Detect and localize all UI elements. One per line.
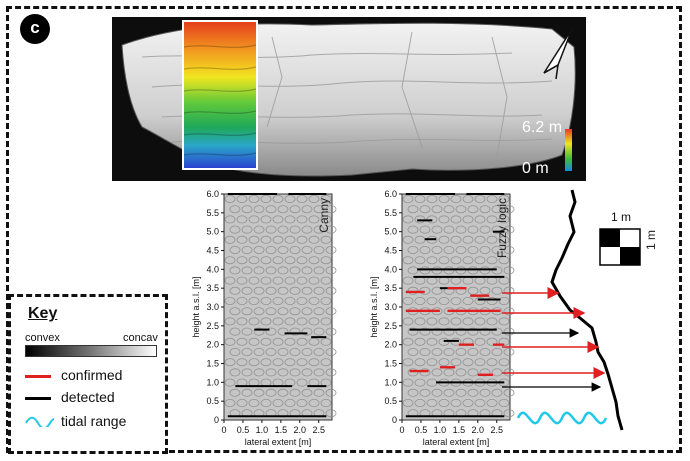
key-title: Key xyxy=(28,305,58,322)
y-axis-label: height a.s.l. [m] xyxy=(191,276,201,337)
gradient-left-label: convex xyxy=(25,332,60,344)
x-tick-label: 2.0 xyxy=(294,425,307,435)
y-tick-label: 0 xyxy=(214,415,219,425)
y-tick-label: 5.0 xyxy=(384,227,397,237)
y-axis-label: height a.s.l. [m] xyxy=(369,276,379,337)
scale-min-label: 0 m xyxy=(522,160,549,177)
x-tick-label: 1.5 xyxy=(453,425,466,435)
chart-title: Canny xyxy=(317,198,331,233)
key-item-confirmed: confirmed xyxy=(61,367,123,383)
y-tick-label: 4.0 xyxy=(384,264,397,274)
x-tick-label: 1.0 xyxy=(256,425,269,435)
cliff-3d-rendering: 6.2 m 0 m xyxy=(112,17,586,181)
colour-height-overlay xyxy=(182,20,258,170)
x-tick-label: 1.0 xyxy=(434,425,447,435)
scale-label-horizontal: 1 m xyxy=(611,210,632,224)
scale-checkerboard xyxy=(598,225,648,275)
y-tick-label: 5.5 xyxy=(206,208,219,218)
chart-canny: 0 0.5 1.0 1.5 2.0 2.5 3.0 3.5 4.0 4.5 5.0 5.5 6.0 0 0.… xyxy=(190,188,340,450)
y-tick-label: 4.0 xyxy=(206,264,219,274)
confirmed-swatch xyxy=(25,375,51,378)
y-tick-label: 0.5 xyxy=(206,396,219,406)
x-axis-label: lateral extent [m] xyxy=(423,437,490,447)
key-item-tidal-range: tidal range xyxy=(61,413,127,429)
height-colour-bar xyxy=(565,129,572,171)
plot-background xyxy=(223,193,333,421)
y-tick-label: 3.0 xyxy=(206,302,219,312)
y-tick-label: 6.0 xyxy=(206,189,219,199)
y-tick-label: 5.0 xyxy=(206,227,219,237)
key-legend: Key convex concav confirmed detected tid… xyxy=(8,294,168,454)
y-tick-label: 0.5 xyxy=(384,396,397,406)
y-tick-label: 1.5 xyxy=(384,359,397,369)
y-tick-label: 0 xyxy=(392,415,397,425)
gradient-right-label: concav xyxy=(123,332,158,344)
chart-canny-plot: 0 0.5 1.0 1.5 2.0 2.5 3.0 3.5 4.0 4.5 5.0 5.5 6.0 0 0.… xyxy=(191,189,337,447)
y-tick-label: 6.0 xyxy=(384,189,397,199)
curvature-gradient-bar xyxy=(25,345,157,357)
y-tick-label: 3.5 xyxy=(206,283,219,293)
arrows-group xyxy=(502,287,606,392)
north-arrow-icon xyxy=(543,28,573,80)
y-tick-label: 1.0 xyxy=(384,377,397,387)
chart-title: Fuzzy logic xyxy=(495,198,509,258)
chart-fuzzy-logic: 0 0.5 1.0 1.5 2.0 2.5 3.0 3.5 4.0 4.5 5.0 5.5 6.0 0 0.… xyxy=(368,188,518,450)
y-tick-label: 4.5 xyxy=(384,246,397,256)
y-tick-label: 1.0 xyxy=(206,377,219,387)
panel-label-badge: c xyxy=(20,14,50,44)
x-tick-label: 0 xyxy=(399,425,404,435)
detected-swatch xyxy=(25,397,51,400)
tidal-range-swatch xyxy=(25,416,55,427)
texture-pattern xyxy=(402,195,515,418)
x-tick-label: 2.5 xyxy=(312,425,325,435)
x-tick-label: 0 xyxy=(221,425,226,435)
chart-fuzzy-logic-plot: 0 0.5 1.0 1.5 2.0 2.5 3.0 3.5 4.0 4.5 5.0 5.5 6.0 0 0.… xyxy=(369,189,515,447)
x-tick-label: 0.5 xyxy=(237,425,250,435)
scale-max-label: 6.2 m xyxy=(522,119,563,136)
figure-frame xyxy=(6,6,682,453)
scale-label-vertical: 1 m xyxy=(644,229,658,250)
y-tick-label: 3.5 xyxy=(384,283,397,293)
y-tick-label: 2.5 xyxy=(206,321,219,331)
x-tick-label: 2.5 xyxy=(490,425,503,435)
x-axis-label: lateral extent [m] xyxy=(245,437,312,447)
y-tick-label: 1.5 xyxy=(206,359,219,369)
y-tick-label: 2.0 xyxy=(384,340,397,350)
y-tick-label: 2.0 xyxy=(206,340,219,350)
y-tick-label: 5.5 xyxy=(384,208,397,218)
y-tick-label: 4.5 xyxy=(206,246,219,256)
tidal-range-line xyxy=(516,411,608,425)
x-tick-label: 2.0 xyxy=(472,425,485,435)
y-tick-label: 3.0 xyxy=(384,302,397,312)
x-tick-label: 0.5 xyxy=(415,425,428,435)
texture-pattern xyxy=(224,195,337,418)
y-tick-label: 2.5 xyxy=(384,321,397,331)
key-item-detected: detected xyxy=(61,389,115,405)
x-tick-label: 1.5 xyxy=(275,425,288,435)
